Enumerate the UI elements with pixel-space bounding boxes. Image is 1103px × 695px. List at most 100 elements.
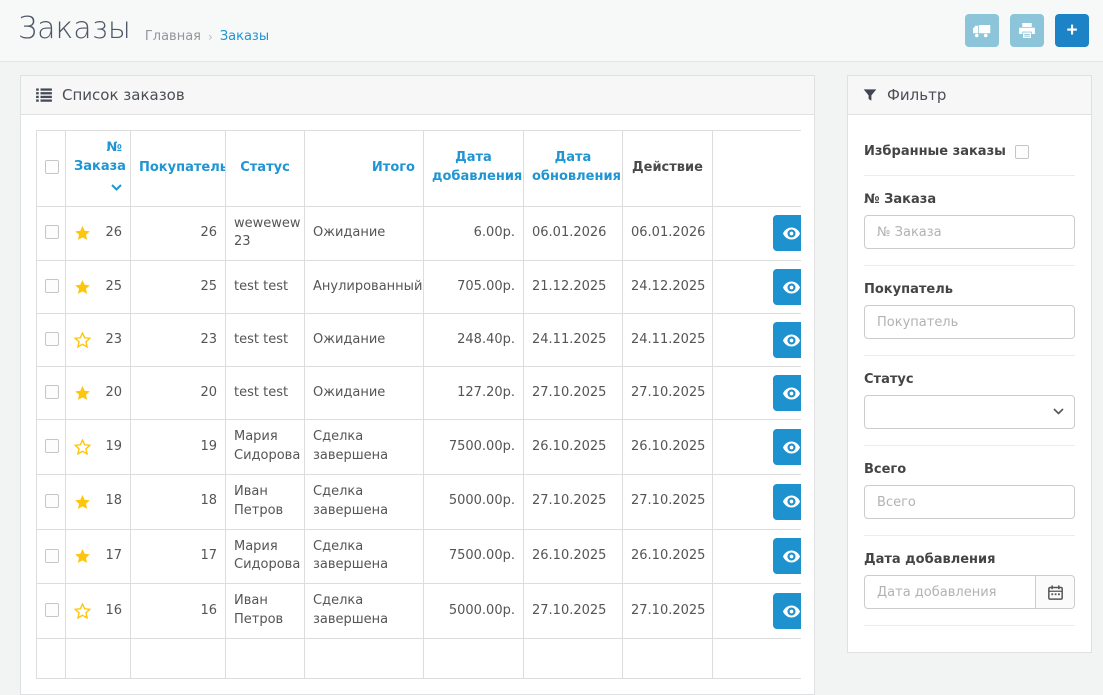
view-order-button[interactable] (773, 375, 801, 412)
row-checkbox[interactable] (45, 385, 59, 400)
order-total: 5000.00р. (423, 583, 524, 639)
date-updated: 24.12.2025 (622, 260, 713, 315)
date-added: 24.11.2025 (523, 313, 623, 368)
eye-icon (783, 495, 800, 508)
breadcrumb-home-link[interactable]: Главная (144, 29, 201, 44)
date-added-input[interactable] (864, 575, 1036, 609)
view-order-button[interactable] (773, 538, 801, 575)
row-checkbox[interactable] (45, 332, 59, 347)
divider (864, 535, 1075, 536)
star-outline-icon[interactable] (74, 439, 91, 456)
row-checkbox[interactable] (45, 225, 59, 240)
order-status: Сделка завершена (304, 473, 424, 530)
star-filled-icon[interactable] (74, 279, 91, 295)
filter-label: № Заказа (864, 192, 937, 207)
star-filled-icon[interactable] (74, 494, 91, 510)
printer-icon (1019, 23, 1035, 38)
customer-no: 23 (130, 313, 226, 368)
eye-icon (783, 227, 800, 240)
status-select[interactable] (864, 395, 1075, 429)
add-order-button[interactable]: + (1055, 14, 1089, 47)
sort-date-updated-link[interactable]: Дата обновления (532, 150, 621, 185)
order-status: Анулированный (304, 260, 424, 315)
customer-name: Мария Сидорова (225, 528, 305, 585)
row-checkbox[interactable] (45, 439, 59, 454)
view-order-button[interactable] (773, 483, 801, 520)
date-added: 27.10.2025 (523, 473, 623, 530)
sort-total-link[interactable]: Итого (371, 159, 415, 175)
order-row: 25 25 test test Анулированный 705.00р. 21.12.… (36, 260, 801, 315)
view-order-button[interactable] (773, 593, 801, 630)
star-filled-icon[interactable] (74, 385, 91, 401)
print-invoice-button[interactable] (1010, 14, 1044, 47)
customer-name: test test (225, 313, 305, 368)
orders-table: № Заказа Покупатель Статус Итого Дата до… (36, 130, 801, 679)
orders-table-wrapper: № Заказа Покупатель Статус Итого Дата до… (36, 130, 801, 679)
order-status: Сделка завершена (304, 419, 424, 475)
order-row: 20 20 test test Ожидание 127.20р. 27.10.2025 2… (36, 366, 801, 421)
customer-name: test test (225, 366, 305, 421)
view-order-button[interactable] (773, 429, 801, 466)
filter-input--заказа[interactable] (864, 215, 1075, 249)
date-updated: 26.10.2025 (622, 419, 713, 475)
orders-panel-title: Список заказов (62, 86, 185, 104)
filter-panel: Фильтр Избранные заказы № Заказа Покупател… (847, 75, 1092, 653)
order-row: 16 16 Иван Петров Сделка завершена 5000.00р.… (36, 583, 801, 639)
order-status: Ожидание (304, 313, 424, 368)
filter-input-покупатель[interactable] (864, 305, 1075, 339)
row-checkbox[interactable] (45, 493, 59, 508)
star-filled-icon[interactable] (74, 548, 91, 564)
view-order-button[interactable] (773, 215, 801, 252)
divider (864, 175, 1075, 176)
star-outline-icon[interactable] (74, 332, 91, 349)
select-all-checkbox[interactable] (45, 160, 59, 175)
sort-date-added-link[interactable]: Дата добавления (432, 150, 523, 185)
order-row (36, 637, 801, 679)
date-added: 27.10.2025 (523, 366, 623, 421)
order-no: 25 (105, 278, 122, 294)
row-checkbox[interactable] (45, 279, 59, 294)
order-total: 7500.00р. (423, 419, 524, 475)
breadcrumb-current-link[interactable]: Заказы (219, 29, 270, 44)
orders-panel-heading: Список заказов (21, 76, 814, 115)
orders-panel-body: № Заказа Покупатель Статус Итого Дата до… (21, 115, 814, 694)
order-row: 19 19 Мария Сидорова Сделка завершена 7500.0… (36, 419, 801, 475)
favorites-checkbox[interactable] (1014, 144, 1029, 159)
filter-label: Дата добавления (864, 552, 996, 567)
customer-no: 26 (130, 205, 226, 262)
star-filled-icon[interactable] (74, 225, 91, 241)
chevron-down-icon (74, 179, 122, 198)
customer-no: 17 (130, 528, 226, 585)
star-outline-icon[interactable] (74, 603, 91, 620)
divider (864, 445, 1075, 446)
order-no: 23 (105, 331, 122, 347)
view-order-button[interactable] (773, 322, 801, 359)
order-status: Сделка завершена (304, 583, 424, 639)
sort-order-no-link[interactable]: № Заказа (74, 140, 126, 174)
order-row: 26 26 wewewew 23 Ожидание 6.00р. 06.01.2026 06… (36, 205, 801, 262)
customer-name: Иван Петров (225, 583, 305, 639)
view-order-button[interactable] (773, 269, 801, 306)
breadcrumb: Главная › Заказы (145, 29, 269, 44)
calendar-button[interactable] (1036, 575, 1075, 609)
order-status: Ожидание (304, 366, 424, 421)
customer-no: 19 (130, 419, 226, 475)
filter-panel-heading: Фильтр (848, 76, 1091, 115)
content-area: Список заказов № Заказа (0, 62, 1103, 695)
action-column-header: Действие (622, 130, 713, 207)
status-select-wrap (864, 395, 1075, 429)
order-total: 5000.00р. (423, 473, 524, 530)
row-checkbox[interactable] (45, 548, 59, 563)
filter-label: Всего (864, 462, 907, 477)
shipping-list-button[interactable] (965, 14, 999, 47)
customer-name: test test (225, 260, 305, 315)
date-updated: 06.01.2026 (622, 205, 713, 262)
orders-panel: Список заказов № Заказа (20, 75, 815, 695)
breadcrumb-separator: › (208, 29, 213, 44)
sort-customer-link[interactable]: Покупатель (139, 159, 226, 175)
order-no: 20 (105, 384, 122, 400)
filter-input-всего[interactable] (864, 485, 1075, 519)
sort-status-link[interactable]: Статус (240, 159, 290, 175)
date-added-group (864, 575, 1075, 609)
row-checkbox[interactable] (45, 603, 59, 618)
